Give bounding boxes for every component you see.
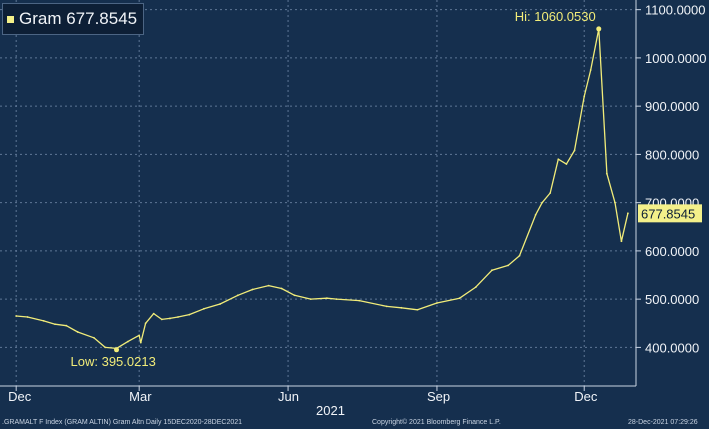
data-point (139, 341, 142, 344)
data-point (251, 288, 254, 291)
x-tick-label: Dec (8, 389, 32, 404)
low-marker (114, 347, 120, 353)
footer-timestamp: 28-Dec-2021 07:29:26 (628, 419, 698, 426)
data-point (507, 264, 510, 267)
y-tick-label: 1000.0000 (645, 51, 706, 66)
data-point (54, 323, 56, 326)
data-point (605, 172, 608, 175)
data-point (236, 294, 239, 297)
x-tick-label: Sep (427, 389, 450, 404)
data-point (534, 213, 537, 216)
data-point (144, 322, 147, 325)
legend-swatch (7, 15, 14, 23)
data-point (620, 240, 623, 243)
data-point (583, 95, 586, 98)
data-point (160, 318, 163, 321)
data-point (138, 334, 141, 337)
data-point (627, 212, 629, 215)
y-tick-label: 1100.0000 (645, 3, 706, 18)
x-axis-label: 2021 (316, 403, 345, 418)
data-point (416, 308, 419, 311)
data-point (541, 201, 544, 204)
legend: Gram 677.8545 (2, 3, 145, 35)
data-point (26, 316, 29, 318)
data-point (188, 313, 191, 316)
y-tick-label: 800.0000 (645, 147, 699, 162)
data-point (177, 316, 179, 318)
data-point (326, 297, 328, 300)
plot-area (0, 0, 636, 386)
y-tick-label: 600.0000 (645, 244, 699, 259)
data-point (92, 336, 95, 339)
y-tick-label: 500.0000 (645, 292, 699, 307)
data-point (557, 158, 560, 161)
data-point (400, 306, 403, 309)
data-point (152, 312, 155, 315)
data-point (65, 324, 68, 327)
data-point (518, 254, 521, 257)
data-point (76, 331, 79, 333)
data-point (335, 298, 338, 301)
data-point (474, 286, 477, 288)
data-point (565, 163, 568, 165)
y-tick-label: 400.0000 (645, 340, 699, 355)
y-tick-label: 900.0000 (645, 99, 699, 114)
data-point (614, 201, 616, 204)
data-point (458, 297, 461, 300)
data-point (491, 269, 493, 272)
last-value-label: 677.8545 (641, 206, 695, 221)
data-point (15, 315, 18, 317)
last-value-box (638, 204, 702, 223)
data-point (104, 346, 107, 349)
data-point (293, 294, 296, 297)
data-point (309, 298, 312, 301)
data-point (219, 303, 221, 305)
data-point (169, 317, 171, 320)
data-point (267, 284, 270, 287)
data-point (589, 69, 592, 71)
footer-source: .GRAMALT F Index (GRAM ALTIN) Gram Altn … (2, 419, 243, 426)
high-marker (596, 26, 602, 32)
data-point (436, 302, 438, 304)
x-tick-label: Jun (278, 389, 299, 404)
data-point (280, 287, 283, 290)
footer: .GRAMALT F Index (GRAM ALTIN) Gram Altn … (0, 417, 709, 429)
x-tick-label: Dec (574, 389, 598, 404)
data-point (549, 192, 552, 194)
data-point (385, 305, 388, 308)
legend-label: Gram 677.8545 (19, 9, 138, 28)
data-point (573, 149, 576, 152)
data-point (203, 307, 205, 310)
data-point (42, 319, 45, 322)
low-label: Low: 395.0213 (71, 354, 156, 369)
data-point (126, 340, 129, 343)
high-label: Hi: 1060.0530 (515, 9, 596, 24)
x-tick-label: Mar (129, 389, 152, 404)
data-point (358, 299, 361, 302)
footer-copyright: Copyright© 2021 Bloomberg Finance L.P. (372, 419, 501, 426)
